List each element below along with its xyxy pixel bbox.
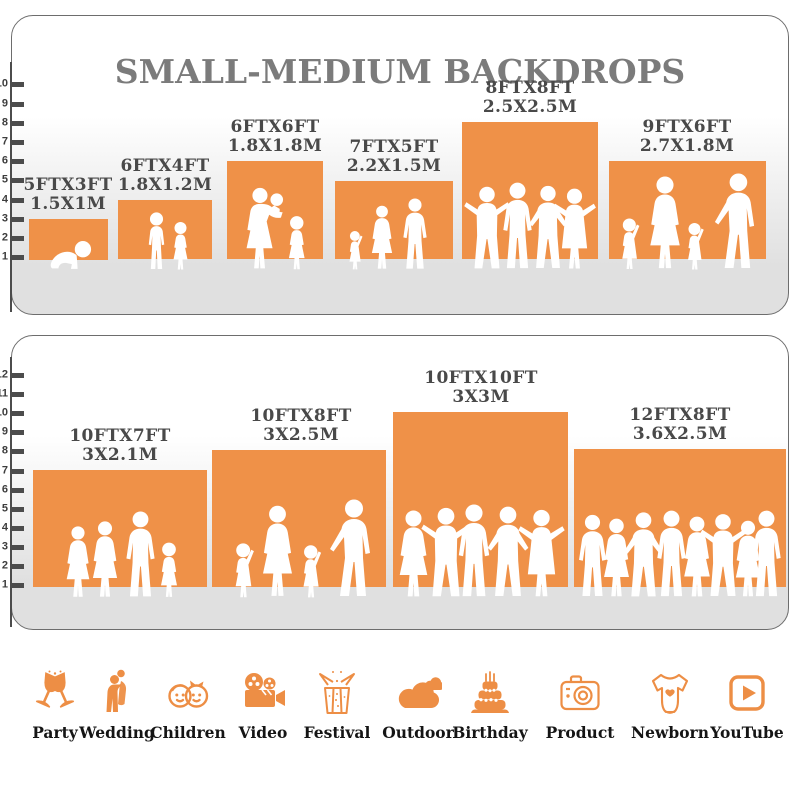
- axis-tick: 3: [2, 541, 24, 552]
- axis-tick: 10: [0, 407, 24, 418]
- children-icon: [168, 680, 209, 708]
- axis-tick: 9: [2, 98, 24, 109]
- backdrop-size-label: 5FTX3FT 1.5X1M: [23, 175, 113, 214]
- festival-icon: [319, 671, 355, 714]
- page-title: SMALL-MEDIUM BACKDROPS: [114, 52, 686, 92]
- backdrop-9x6ft: [609, 161, 766, 270]
- backdrop-size-label: 10FTX7FT 3X2.1M: [69, 426, 171, 465]
- backdrop-size-label: 8FTX8FT 2.5X2.5M: [482, 78, 578, 117]
- category-label: Children: [150, 723, 226, 742]
- party-icon: [35, 670, 75, 708]
- axis-tick: 11: [0, 388, 24, 399]
- category-product: Product: [530, 668, 630, 742]
- walking-family-silhouettes: [235, 499, 370, 598]
- category-label: Party: [32, 723, 78, 742]
- axis-tick: 1: [2, 579, 24, 590]
- product-icon: [560, 675, 600, 711]
- crawling-baby-silhouette: [50, 241, 92, 269]
- family-silhouettes: [349, 198, 427, 270]
- axis-tick: 12: [0, 369, 24, 380]
- backdrop-5x3ft: [29, 219, 108, 269]
- youtube-icon: [729, 675, 765, 711]
- category-label: Newborn: [631, 723, 709, 742]
- axis-tick: 7: [2, 136, 24, 147]
- axis-tick: 5: [2, 174, 24, 185]
- axis-tick: 4: [2, 194, 24, 205]
- backdrop-size-label: 10FTX8FT 3X2.5M: [250, 406, 352, 445]
- category-festival: Festival: [287, 668, 387, 742]
- category-video: Video: [213, 668, 313, 742]
- axis-tick: 8: [2, 117, 24, 128]
- ruler-line-top: [10, 62, 13, 312]
- category-outdoor: Outdoor: [368, 668, 468, 742]
- crowd-silhouettes: [579, 510, 781, 597]
- backdrop-10x8ft: [212, 450, 386, 598]
- backdrop-10x7ft: [33, 470, 207, 597]
- newborn-icon: [651, 673, 689, 714]
- axis-tick: 7: [2, 465, 24, 476]
- backdrop-size-label: 9FTX6FT 2.7X1.8M: [639, 117, 735, 156]
- axis-tick: 5: [2, 503, 24, 514]
- category-label: Video: [238, 723, 288, 742]
- axis-tick: 10: [0, 78, 24, 89]
- axis-tick: 6: [2, 484, 24, 495]
- axis-tick: 3: [2, 213, 24, 224]
- category-label: Birthday: [452, 723, 528, 742]
- category-birthday: Birthday: [440, 668, 540, 742]
- walking-family-silhouettes: [622, 173, 755, 270]
- category-label: YouTube: [710, 723, 784, 742]
- wedding-icon: [106, 669, 127, 712]
- category-party: Party: [5, 668, 105, 742]
- adult-group-silhouettes: [399, 504, 565, 597]
- backdrop-6x6ft: [227, 161, 323, 270]
- backdrop-7x5ft: [335, 181, 453, 270]
- children-silhouettes: [148, 212, 188, 270]
- mother-and-child-silhouettes: [246, 187, 305, 270]
- category-label: Product: [545, 723, 615, 742]
- backdrop-8x8ft: [462, 122, 598, 269]
- category-row: Party Wedding: [0, 660, 800, 770]
- category-youtube: YouTube: [697, 668, 797, 742]
- family-silhouettes: [66, 511, 177, 597]
- adult-group-silhouettes: [464, 182, 596, 269]
- outdoor-icon: [398, 677, 442, 708]
- axis-tick: 8: [2, 445, 24, 456]
- axis-tick: 2: [2, 560, 24, 571]
- backdrop-size-label: 6FTX6FT 1.8X1.8M: [227, 117, 323, 156]
- backdrop-10x10ft: [393, 412, 568, 597]
- video-icon: [245, 673, 285, 707]
- category-wedding: Wedding: [67, 668, 167, 742]
- category-label: Outdoor: [382, 723, 454, 742]
- axis-tick: 1: [2, 251, 24, 262]
- backdrop-size-label: 6FTX4FT 1.8X1.2M: [117, 156, 213, 195]
- axis-tick: 2: [2, 232, 24, 243]
- axis-tick: 9: [2, 426, 24, 437]
- backdrop-12x8ft: [574, 449, 786, 597]
- backdrop-size-label: 10FTX10FT 3X3M: [424, 368, 538, 407]
- backdrop-6x4ft: [118, 200, 212, 270]
- category-children: Children: [138, 668, 238, 742]
- category-newborn: Newborn: [620, 668, 720, 742]
- category-label: Festival: [303, 723, 371, 742]
- category-label: Wedding: [79, 723, 155, 742]
- backdrop-size-label: 7FTX5FT 2.2X1.5M: [346, 137, 442, 176]
- birthday-icon: [471, 671, 509, 713]
- backdrop-size-label: 12FTX8FT 3.6X2.5M: [629, 405, 731, 444]
- axis-tick: 4: [2, 522, 24, 533]
- axis-tick: 6: [2, 155, 24, 166]
